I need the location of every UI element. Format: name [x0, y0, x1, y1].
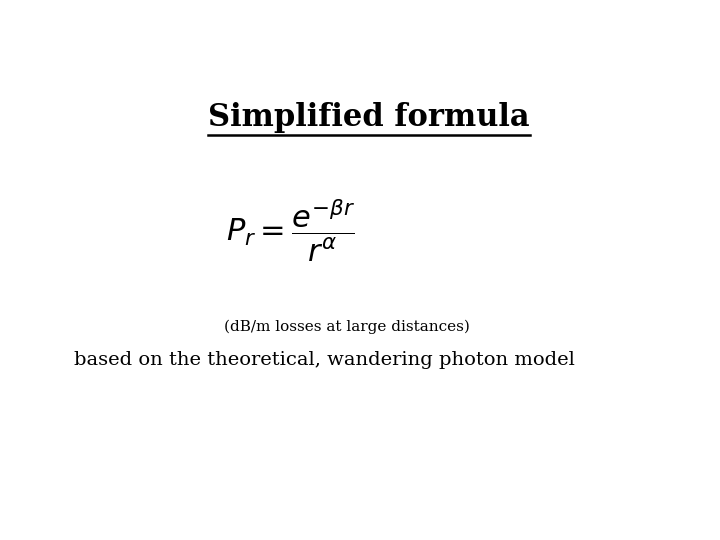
Text: $P_r = \dfrac{e^{-\beta r}}{r^{\alpha}}$: $P_r = \dfrac{e^{-\beta r}}{r^{\alpha}}$ [226, 198, 356, 265]
Text: based on the theoretical, wandering photon model: based on the theoretical, wandering phot… [74, 351, 575, 369]
Text: (dB/m losses at large distances): (dB/m losses at large distances) [224, 320, 469, 334]
Text: Simplified formula: Simplified formula [208, 102, 530, 133]
